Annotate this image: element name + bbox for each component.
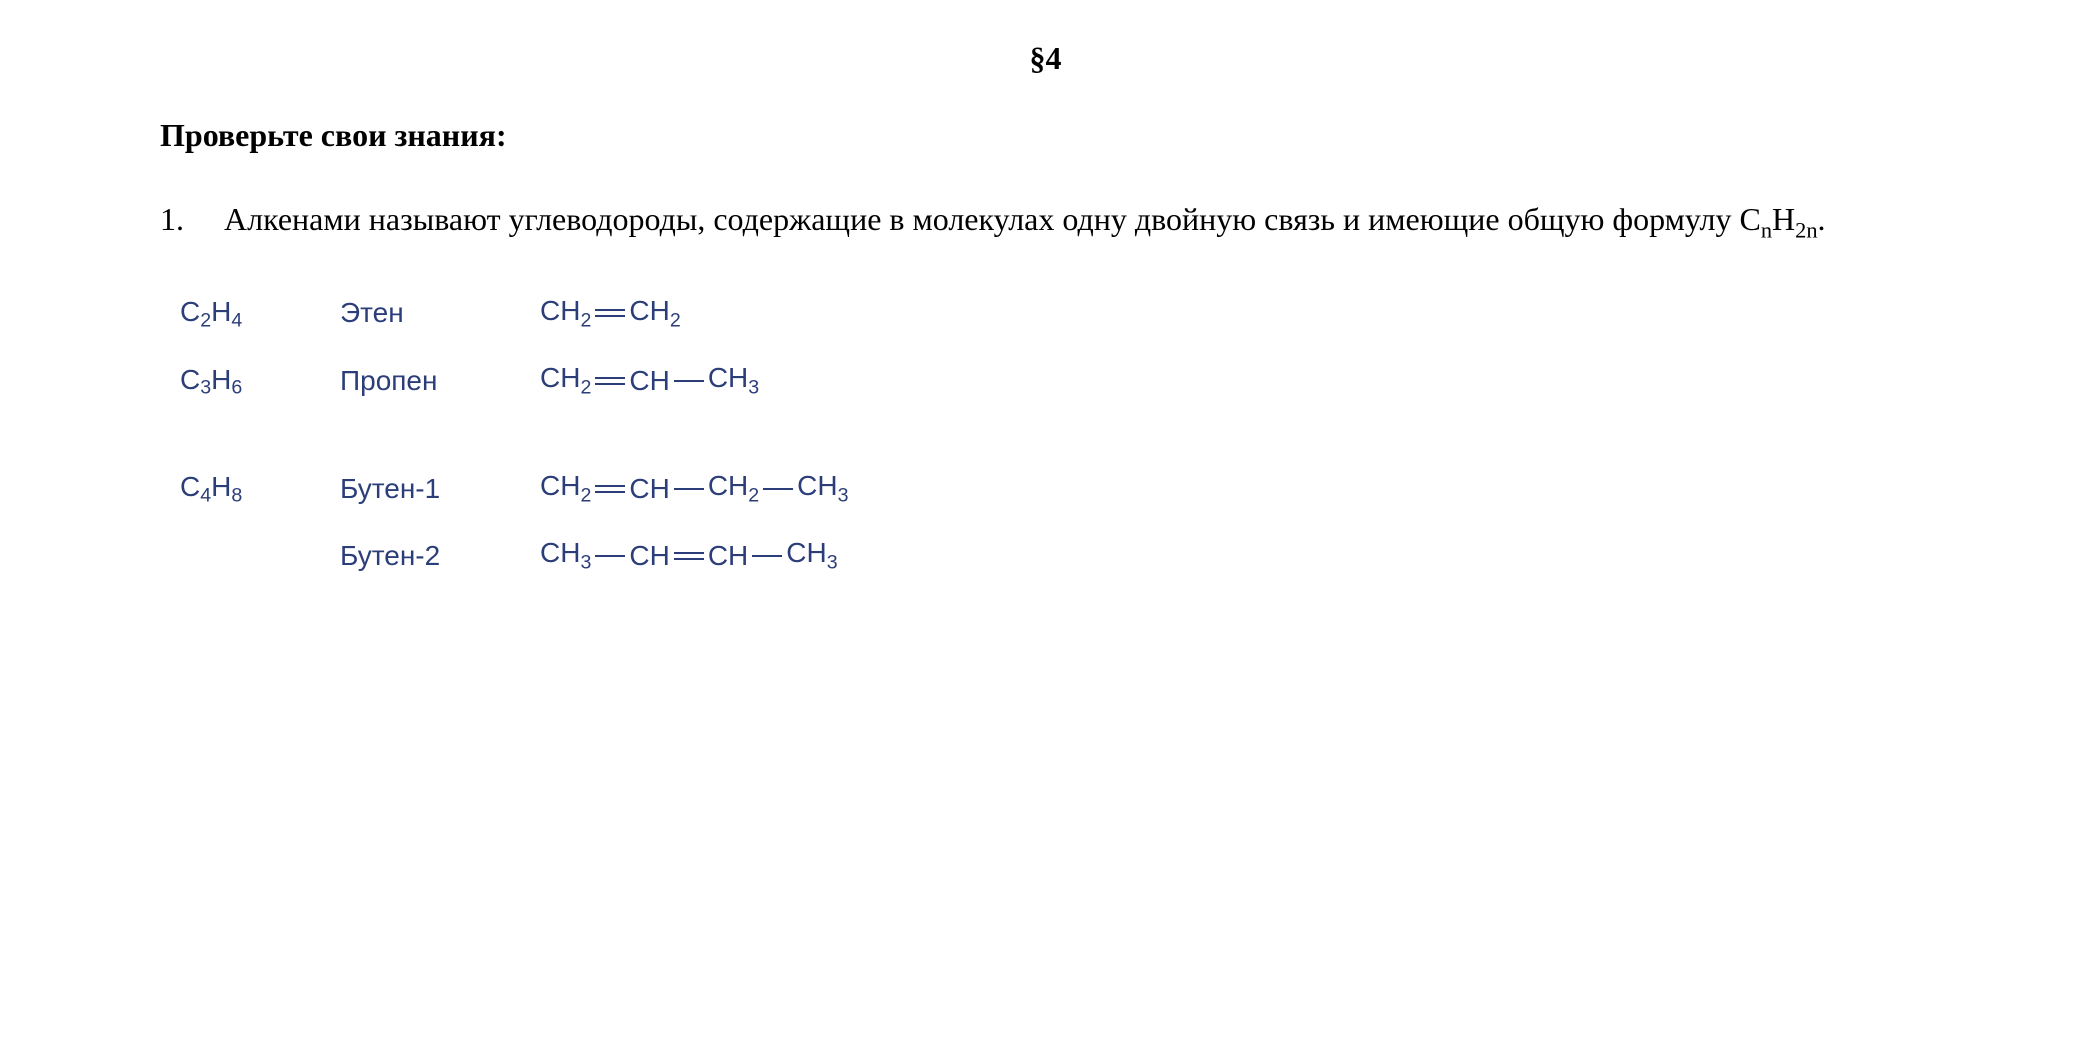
- ch-group: CH3: [797, 470, 848, 508]
- compound-name: Пропен: [340, 365, 540, 397]
- ch-group: CH3: [540, 537, 591, 575]
- double-bond-icon: [674, 552, 704, 560]
- formula-sub-n: n: [1761, 217, 1772, 242]
- paragraph-text-after: .: [1818, 201, 1826, 237]
- ch-group: CH2: [540, 470, 591, 508]
- subheading-check-knowledge: Проверьте свои знания:: [100, 117, 1991, 154]
- formula-row: C2H4ЭтенCH2CH2: [180, 295, 1991, 333]
- paragraph-number: 1.: [160, 201, 184, 237]
- double-bond-icon: [595, 485, 625, 493]
- compound-name: Бутен-1: [340, 473, 540, 505]
- formula-row: Бутен-2CH3CHCHCH3: [180, 537, 1991, 575]
- formula-sub-2n: 2n: [1795, 217, 1817, 242]
- single-bond-icon: [674, 488, 704, 490]
- ch-group: CH3: [708, 362, 759, 400]
- double-bond-icon: [595, 377, 625, 385]
- ch-group: CH: [629, 540, 669, 572]
- formula-row: C4H8Бутен-1CH2CHCH2CH3: [180, 470, 1991, 508]
- single-bond-icon: [595, 555, 625, 557]
- compound-name: Этен: [340, 297, 540, 329]
- molecular-formula: C3H6: [180, 362, 340, 400]
- structural-formula: CH3 CH CH CH3: [540, 537, 1991, 575]
- molecular-formula: C4H8: [180, 470, 340, 508]
- compound-name: Бутен-2: [340, 540, 540, 572]
- formula-H: H: [1772, 201, 1795, 237]
- ch-group: CH: [708, 540, 748, 572]
- formula-table: C2H4ЭтенCH2CH2C3H6ПропенCH2CHCH3C4H8Буте…: [100, 295, 1991, 575]
- ch-group: CH2: [540, 295, 591, 333]
- ch-group: CH2: [540, 362, 591, 400]
- structural-formula: CH2 CH CH3: [540, 362, 1991, 400]
- ch-group: CH: [629, 473, 669, 505]
- ch-group: CH: [629, 365, 669, 397]
- single-bond-icon: [763, 488, 793, 490]
- single-bond-icon: [674, 380, 704, 382]
- ch-group: CH2: [629, 295, 680, 333]
- structural-formula: CH2 CH CH2 CH3: [540, 470, 1991, 508]
- formula-row: C3H6ПропенCH2 CH CH3: [180, 362, 1991, 400]
- double-bond-icon: [595, 309, 625, 317]
- section-title: §4: [100, 40, 1991, 77]
- single-bond-icon: [752, 555, 782, 557]
- ch-group: CH2: [708, 470, 759, 508]
- paragraph-1: 1. Алкенами называют углеводороды, содерж…: [100, 184, 1991, 255]
- structural-formula: CH2 CH2: [540, 295, 1991, 333]
- molecular-formula: C2H4: [180, 295, 340, 333]
- paragraph-text-before: Алкенами называют углеводороды, содержащ…: [224, 201, 1761, 237]
- ch-group: CH3: [786, 537, 837, 575]
